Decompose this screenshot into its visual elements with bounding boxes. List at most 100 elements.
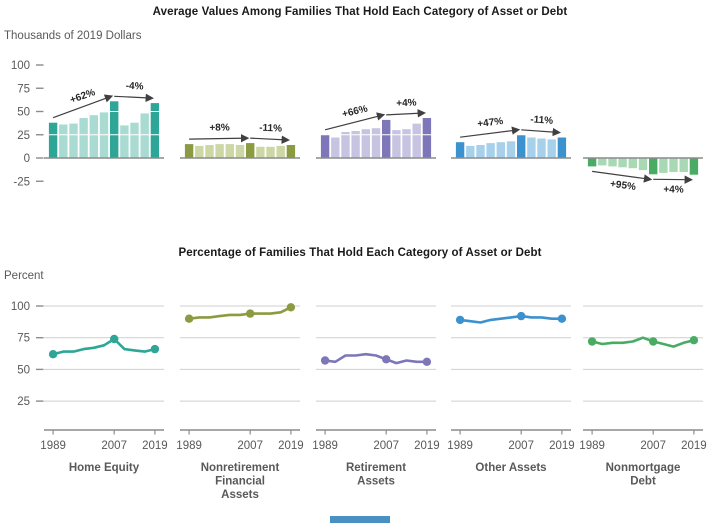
bottom-chart-title: Percentage of Families That Hold Each Ca… (178, 247, 542, 259)
bar-2004 (638, 158, 648, 171)
annotation-arrow (592, 170, 653, 183)
x-axis-tick-label: 2019 (278, 440, 304, 452)
category-label: Retirement Assets (346, 462, 406, 488)
data-point-2019 (422, 357, 432, 366)
bar-2010 (120, 125, 129, 158)
bar-1998 (215, 144, 224, 159)
bar-2007 (517, 134, 526, 159)
bar-2010 (527, 137, 536, 158)
bar-2019 (689, 158, 699, 175)
y-axis-tick-label: 75 (17, 333, 30, 345)
data-point-1989 (455, 315, 465, 325)
bar-2007 (246, 143, 255, 158)
bar-2016 (547, 139, 556, 158)
bar-2007 (649, 158, 658, 175)
bottom-axis-unit-label: Percent (4, 270, 44, 282)
y-axis-tick-label: 25 (17, 130, 30, 142)
bar-group-nonretirement-financial-assets: +8% -11% (180, 87, 300, 159)
annotation-arrow (324, 112, 386, 131)
annotation-label: +95% (609, 179, 636, 193)
bar-2016 (679, 158, 688, 172)
x-axis-tick-label: 1989 (40, 440, 66, 452)
x-axis-tick-label: 2019 (549, 440, 575, 452)
x-axis-tick-label: 2019 (681, 440, 707, 452)
annotation-arrow (250, 135, 290, 144)
trend-line (323, 352, 429, 365)
top-axis-unit-label: Thousands of 2019 Dollars (4, 30, 142, 42)
bar-group-other-assets: +47% -11% (451, 87, 571, 159)
data-point-1989 (184, 314, 194, 323)
bar-1998 (486, 143, 495, 158)
bar-1995 (608, 158, 617, 167)
bar-1989 (48, 122, 58, 158)
bar-1998 (618, 158, 627, 168)
bar-2001 (496, 142, 505, 158)
bar-2013 (537, 138, 546, 158)
y-axis-tick-label: -25 (13, 176, 30, 188)
y-axis-tick-label: 25 (17, 396, 30, 408)
y-axis-tick-label: 50 (17, 107, 30, 119)
bar-2013 (130, 122, 139, 158)
annotation-arrow (52, 94, 114, 119)
bar-2004 (371, 128, 381, 158)
y-axis-tick-label: 0 (24, 153, 30, 165)
data-point-1989 (48, 350, 58, 359)
bar-1989 (587, 158, 597, 167)
data-point-2019 (286, 303, 296, 312)
bar-1998 (79, 118, 88, 158)
data-point-2019 (557, 314, 567, 323)
annotation-label: -11% (530, 114, 554, 127)
data-point-2007 (517, 311, 526, 321)
trend-line (51, 337, 157, 356)
bar-2001 (89, 115, 98, 158)
bar-2016 (140, 113, 149, 158)
data-point-1989 (320, 356, 330, 365)
bar-2019 (422, 118, 432, 158)
x-axis-tick-label: 1989 (176, 440, 202, 452)
category-label: Nonmortgage Debt (606, 462, 681, 488)
data-point-2007 (246, 309, 255, 318)
bar-1989 (320, 134, 330, 159)
category-label: Nonretirement Financial Assets (201, 462, 280, 501)
bar-group-retirement-assets: +66% +4% (316, 87, 436, 159)
annotation-arrow (189, 134, 250, 143)
bar-2019 (286, 145, 296, 158)
top-chart-title: Average Values Among Families That Hold … (152, 6, 568, 18)
annotation-label: -4% (125, 81, 143, 93)
annotation-label: +47% (477, 116, 504, 130)
trend-line (458, 314, 564, 324)
bar-2004 (235, 145, 245, 158)
bar-2013 (266, 146, 275, 158)
bar-2016 (412, 123, 421, 158)
annotation-label: +4% (396, 97, 417, 109)
x-axis-tick-label: 2007 (373, 440, 399, 452)
bar-1992 (598, 158, 607, 166)
annotation-label: +8% (209, 122, 230, 133)
annotation-label: +4% (663, 184, 684, 195)
annotation-arrow (521, 127, 561, 137)
y-axis-tick-label: 100 (11, 60, 30, 72)
x-axis-tick-label: 2007 (101, 440, 127, 452)
bar-1992 (466, 145, 475, 158)
trend-line (590, 336, 696, 348)
annotation-arrow (460, 126, 521, 138)
category-label: Other Assets (475, 462, 546, 474)
data-point-2007 (649, 337, 658, 346)
x-axis-tick-label: 1989 (579, 440, 605, 452)
bottom-artifact-bar (330, 516, 390, 523)
data-point-2019 (150, 344, 160, 354)
x-axis-tick-label: 2019 (142, 440, 168, 452)
x-axis-tick-label: 1989 (447, 440, 473, 452)
data-point-2007 (382, 355, 391, 364)
line-plot-nonretirement-financial-assets: 1989 2007 2019 Nonretirement Financial Assets (176, 303, 304, 501)
bar-1995 (476, 145, 485, 158)
data-point-2007 (110, 334, 119, 344)
bar-group-home-equity: +62%-4% (44, 81, 164, 159)
x-axis-tick-label: 1989 (312, 440, 338, 452)
bar-2010 (659, 158, 668, 173)
y-axis-tick-label: 75 (17, 83, 30, 95)
